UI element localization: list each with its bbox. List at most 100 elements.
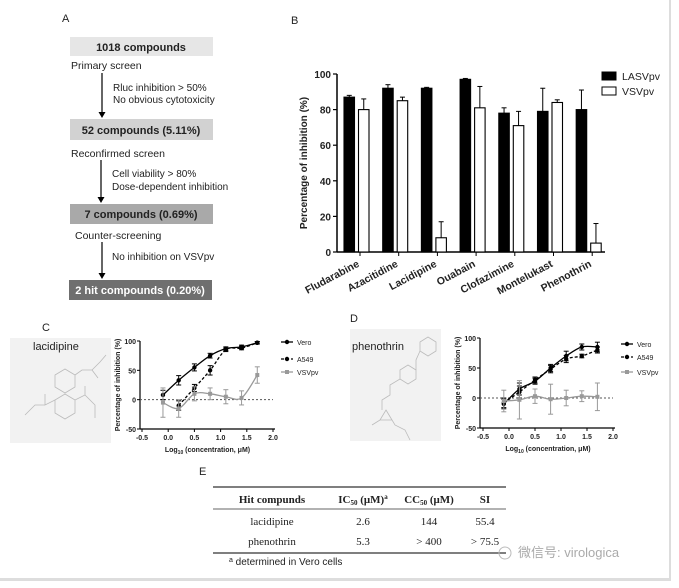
flow-box-3-text: 7 compounds (0.69%) xyxy=(84,209,197,221)
bar-vsvpv-lacidipine xyxy=(435,237,447,253)
step-2-criterion-1: Cell viability > 80% xyxy=(112,169,196,180)
flow-arrows xyxy=(100,73,103,274)
phenothrin-structure xyxy=(350,329,441,441)
flow-box-2-text: 52 compounds (5.11%) xyxy=(82,125,201,137)
panel-c-dose-response-chart: -50 0 50 100 -0.5 0.0 0.5 1.0 1.5 2.0 Log10 (conce… xyxy=(115,339,319,456)
y-tick-label: 50 xyxy=(128,368,136,375)
panel-c: C lacidipine xyxy=(10,322,111,443)
table-cell: lacidipine xyxy=(250,516,293,528)
data-point-vsvpv xyxy=(223,394,228,399)
data-point-a549 xyxy=(548,367,553,372)
watermark: 微信号: virologica xyxy=(498,545,620,560)
legend-label-vero: Vero xyxy=(637,342,652,349)
data-point-a549 xyxy=(207,368,213,373)
y-tick-label: 0 xyxy=(472,396,476,403)
y-axis-label: Percentage of inhibition (%) xyxy=(115,339,122,432)
legend-swatch-lasvpv xyxy=(601,71,617,81)
data-point-a549 xyxy=(564,356,569,362)
step-2-name: Reconfirmed screen xyxy=(71,148,165,160)
compound-name-d: phenothrin xyxy=(352,341,404,353)
data-point-vsvpv xyxy=(517,397,522,402)
x-tick-label: 1.0 xyxy=(556,434,566,441)
legend-marker xyxy=(284,356,290,362)
y-tick-label: 20 xyxy=(320,212,332,223)
x-tick-label: 0.0 xyxy=(163,435,173,442)
data-point-a549 xyxy=(579,353,584,359)
step-2-criterion-2: Dose-dependent inhibition xyxy=(112,182,228,193)
y-axis-label: Percentage of inhibition (%) xyxy=(455,337,462,430)
y-tick-label: 0 xyxy=(132,398,136,405)
y-tick-label: 80 xyxy=(320,106,332,117)
bar-lasvpv-lacidipine xyxy=(420,87,433,253)
legend-marker xyxy=(624,341,630,347)
legend-marker xyxy=(284,339,290,345)
legend-swatch-vsvpv xyxy=(601,86,617,96)
data-point-vsvpv xyxy=(208,391,213,396)
phenothrin-structure-drawing xyxy=(371,336,437,441)
flow-box-2 xyxy=(70,119,213,140)
step-1-criterion-2: No obvious cytotoxicity xyxy=(113,95,215,106)
data-point-vsvpv xyxy=(533,394,537,399)
y-tick-label: 100 xyxy=(464,336,476,343)
table-cell: 2.6 xyxy=(356,516,370,528)
panel-label-b: B xyxy=(291,15,298,27)
header-cc50: CC50 (μM) xyxy=(404,494,454,507)
bar-lasvpv-azacitidine xyxy=(382,87,394,253)
step-3-name: Counter-screening xyxy=(75,230,162,242)
panel-d: D phenothrin xyxy=(350,313,441,441)
panel-e-table: E Hit compunds IC50 (μM)a CC50 (μM) SI l… xyxy=(199,466,506,568)
bar-lasvpv-montelukast xyxy=(536,110,549,253)
data-point-vsvpv xyxy=(548,397,553,402)
x-axis-label: Log10 (concentration, μM) xyxy=(505,446,590,455)
flow-box-3 xyxy=(70,204,213,224)
data-point-a549 xyxy=(223,347,229,352)
y-tick-label: 0 xyxy=(325,248,331,259)
x-tick-label: -0.5 xyxy=(136,435,148,442)
legend-marker xyxy=(285,370,289,374)
header-si: SI xyxy=(480,494,490,506)
table-cell: > 400 xyxy=(416,536,442,548)
data-point-vero xyxy=(176,378,181,383)
step-1-name: Primary screen xyxy=(71,60,142,72)
panel-b-bar-chart: B Percentage of inhibition (%) 0 20 40 60 80… xyxy=(291,15,661,297)
bar-lasvpv-fludarabine xyxy=(343,96,356,253)
panel-label-a: A xyxy=(62,13,70,25)
legend-label-vsvpv: VSVpv xyxy=(637,370,659,377)
table-cell: 5.3 xyxy=(356,536,370,548)
table-cell: > 75.5 xyxy=(471,536,500,548)
data-point-vsvpv xyxy=(564,396,569,400)
table-header: Hit compunds IC50 (μM)a CC50 (μM) SI xyxy=(239,493,490,507)
table-cell: phenothrin xyxy=(248,536,296,548)
data-point-vero xyxy=(192,365,197,370)
x-tick-label: 1.0 xyxy=(216,435,226,442)
bar-vsvpv-phenothrin xyxy=(590,242,602,253)
legend-label-a549: A549 xyxy=(297,357,313,364)
compound-name-c: lacidipine xyxy=(33,341,79,353)
x-tick-label: 0.5 xyxy=(190,435,200,442)
panel-a-flowchart: A 1018 compounds Primary screen Rluc inh… xyxy=(62,13,228,300)
panel-label-e: E xyxy=(199,466,206,478)
table-cell: 55.4 xyxy=(475,516,495,528)
bar-vsvpv-ouabain xyxy=(474,107,486,253)
x-tick-label: 2.0 xyxy=(268,435,278,442)
x-tick-label: 1.5 xyxy=(582,434,592,441)
data-point-vsvpv xyxy=(176,406,181,411)
legend-marker xyxy=(625,370,629,374)
data-point-a549 xyxy=(595,347,600,353)
x-tick-label: 0.0 xyxy=(504,434,514,441)
data-point-a549 xyxy=(255,340,260,345)
flow-box-4 xyxy=(69,280,212,300)
lacidipine-structure-drawing xyxy=(24,354,107,420)
legend-label-lasvpv: LASVpv xyxy=(622,71,661,83)
legend-label-vero: Vero xyxy=(297,340,312,347)
data-point-vsvpv xyxy=(579,394,584,399)
step-3-criterion-1: No inhibition on VSVpv xyxy=(112,252,214,263)
data-point-a549 xyxy=(239,345,244,351)
y-axis-label: Percentage of inhibition (%) xyxy=(299,97,310,229)
header-ic50: IC50 (μM)a xyxy=(338,493,388,507)
bar-vsvpv-montelukast xyxy=(551,101,564,253)
data-point-vsvpv xyxy=(192,391,197,396)
table-body: lacidipine 2.6 144 55.4 phenothrin 5.3 >… xyxy=(248,516,499,548)
panel-label-d: D xyxy=(350,313,358,325)
